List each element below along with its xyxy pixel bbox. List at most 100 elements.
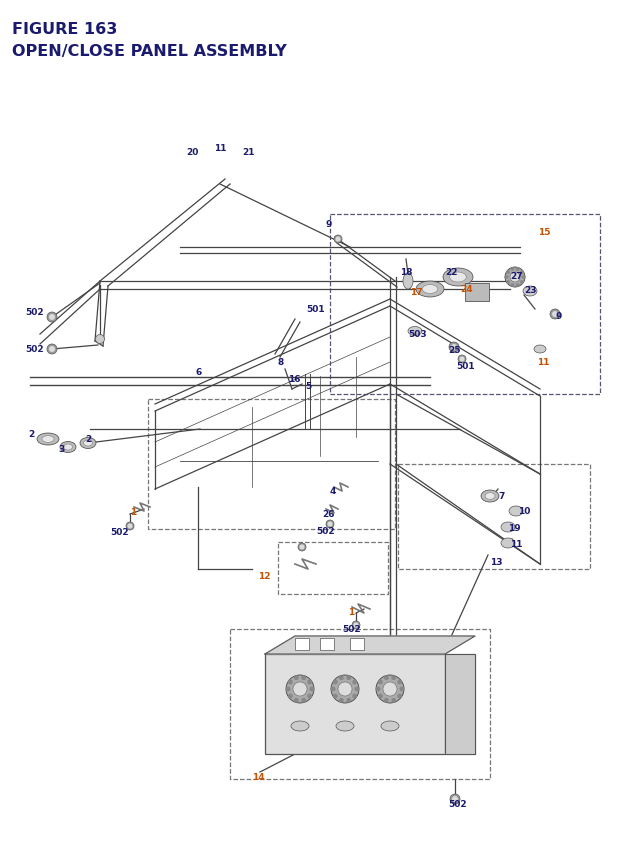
Circle shape [347,699,350,703]
Circle shape [334,236,342,244]
Ellipse shape [291,722,309,731]
Circle shape [328,523,332,526]
Circle shape [128,524,132,528]
Text: 5: 5 [305,381,311,391]
Circle shape [126,523,134,530]
Text: 6: 6 [195,368,201,376]
Text: 3: 3 [58,444,64,454]
Text: 12: 12 [258,572,271,580]
Ellipse shape [509,506,523,517]
Circle shape [338,682,352,697]
Text: 503: 503 [408,330,427,338]
Text: 27: 27 [510,272,523,281]
FancyBboxPatch shape [295,638,309,650]
Circle shape [289,695,292,698]
Ellipse shape [481,491,499,503]
Text: 15: 15 [538,228,550,237]
Circle shape [550,310,560,319]
Circle shape [392,676,396,679]
Text: 502: 502 [25,307,44,317]
Circle shape [452,345,456,350]
Text: 22: 22 [445,268,458,276]
Text: 23: 23 [524,286,536,294]
Text: 7: 7 [498,492,504,500]
Circle shape [506,276,508,279]
Circle shape [47,344,57,355]
Ellipse shape [336,722,354,731]
Circle shape [293,682,307,697]
Circle shape [505,268,525,288]
Text: FIGURE 163: FIGURE 163 [12,22,117,37]
Text: 501: 501 [456,362,475,370]
Circle shape [353,680,356,684]
Circle shape [452,796,457,802]
Circle shape [47,313,57,323]
Ellipse shape [523,287,537,297]
Circle shape [379,695,382,698]
Circle shape [516,284,519,287]
Text: 502: 502 [316,526,335,536]
Text: 502: 502 [25,344,44,354]
Circle shape [340,699,343,703]
Ellipse shape [422,285,438,294]
Circle shape [308,680,311,684]
Text: 1: 1 [130,507,136,517]
Text: 11: 11 [510,539,522,548]
Text: 18: 18 [400,268,413,276]
Circle shape [289,680,292,684]
Circle shape [507,282,509,284]
Circle shape [347,676,350,679]
Ellipse shape [408,327,422,336]
Text: 502: 502 [110,528,129,536]
Circle shape [287,688,290,691]
Text: 4: 4 [330,486,337,495]
Circle shape [511,269,513,271]
Text: 502: 502 [448,799,467,808]
Ellipse shape [403,274,413,289]
Text: 2: 2 [28,430,35,438]
Circle shape [553,313,557,317]
Ellipse shape [95,335,104,344]
Text: 16: 16 [288,375,301,383]
Circle shape [302,699,305,703]
FancyBboxPatch shape [350,638,364,650]
Text: 9: 9 [326,220,332,229]
Circle shape [286,675,314,703]
Circle shape [310,688,314,691]
Circle shape [385,676,388,679]
Circle shape [398,680,401,684]
Ellipse shape [381,722,399,731]
Text: 1: 1 [348,607,355,616]
FancyBboxPatch shape [265,654,445,754]
Text: 19: 19 [508,523,520,532]
Text: 11: 11 [537,357,550,367]
Text: 11: 11 [214,144,227,152]
Circle shape [521,282,523,284]
Circle shape [522,276,525,279]
Text: 17: 17 [410,288,422,297]
Circle shape [333,695,337,698]
Circle shape [516,269,519,271]
Text: OPEN/CLOSE PANEL ASSEMBLY: OPEN/CLOSE PANEL ASSEMBLY [12,44,287,59]
Circle shape [331,675,359,703]
Ellipse shape [84,441,92,447]
Circle shape [302,676,305,679]
Text: 20: 20 [186,148,198,157]
Circle shape [294,699,298,703]
FancyBboxPatch shape [465,283,489,301]
Circle shape [450,794,460,804]
Circle shape [355,688,358,691]
Ellipse shape [485,493,495,499]
Polygon shape [445,654,475,754]
Ellipse shape [534,345,546,354]
Circle shape [376,688,380,691]
Circle shape [352,622,360,629]
Circle shape [511,284,513,287]
Ellipse shape [60,442,76,453]
Text: 13: 13 [490,557,502,567]
Circle shape [460,358,464,362]
Ellipse shape [80,438,96,449]
Text: 502: 502 [342,624,360,633]
Text: 26: 26 [322,510,335,518]
Text: 21: 21 [242,148,255,157]
